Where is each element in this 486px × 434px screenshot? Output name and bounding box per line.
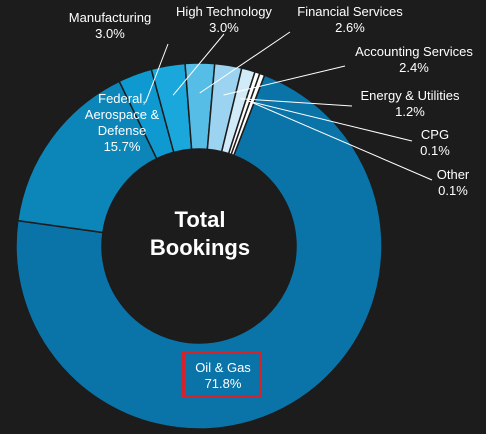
leader-line-manufacturing: [145, 43, 169, 103]
label-other-name: Other: [436, 167, 470, 182]
label-accounting-services-pct: 2.4%: [399, 60, 429, 75]
label-oil-gas-pct: 71.8%: [204, 376, 242, 391]
label-energy-utilities-name: Energy & Utilities: [360, 88, 460, 103]
label-oil-gas-name: Oil & Gas: [195, 360, 251, 375]
center-title-line1: Total: [174, 207, 226, 232]
leader-line-other: [251, 101, 433, 181]
label-financial-services: Financial Services 2.6%: [285, 4, 415, 36]
label-other: Other 0.1%: [428, 167, 478, 199]
oil-gas-highlight-box: [182, 351, 262, 398]
label-cpg-pct: 0.1%: [420, 143, 450, 158]
label-federal-line1: Federal,: [98, 91, 146, 106]
label-accounting-services-name: Accounting Services: [355, 44, 473, 59]
leader-line-financial-services: [199, 31, 291, 94]
label-cpg: CPG 0.1%: [410, 127, 460, 159]
label-other-pct: 0.1%: [438, 183, 468, 198]
leader-line-energy-utilities: [240, 98, 353, 107]
label-high-technology: High Technology 3.0%: [164, 4, 284, 36]
label-accounting-services: Accounting Services 2.4%: [344, 44, 484, 76]
label-energy-utilities: Energy & Utilities 1.2%: [350, 88, 470, 120]
label-federal-pct: 15.7%: [103, 139, 141, 154]
label-federal: Federal, Aerospace & Defense 15.7%: [62, 91, 182, 155]
label-cpg-name: CPG: [420, 127, 450, 142]
donut-hole: [102, 149, 296, 343]
leader-line-high-technology: [172, 33, 225, 96]
label-high-technology-pct: 3.0%: [209, 20, 239, 35]
label-high-technology-name: High Technology: [176, 4, 272, 19]
label-oil-gas: Oil & Gas 71.8%: [188, 360, 258, 392]
label-financial-services-pct: 2.6%: [335, 20, 365, 35]
label-manufacturing-pct: 3.0%: [95, 26, 125, 41]
label-financial-services-name: Financial Services: [297, 4, 403, 19]
leader-line-cpg: [247, 100, 413, 142]
center-title-line2: Bookings: [149, 235, 251, 260]
label-manufacturing: Manufacturing 3.0%: [55, 10, 165, 42]
leader-line-accounting-services: [223, 65, 346, 96]
label-federal-line2: Aerospace &: [84, 107, 160, 122]
label-federal-line3: Defense: [97, 123, 147, 138]
label-energy-utilities-pct: 1.2%: [395, 104, 425, 119]
label-manufacturing-name: Manufacturing: [68, 10, 152, 25]
